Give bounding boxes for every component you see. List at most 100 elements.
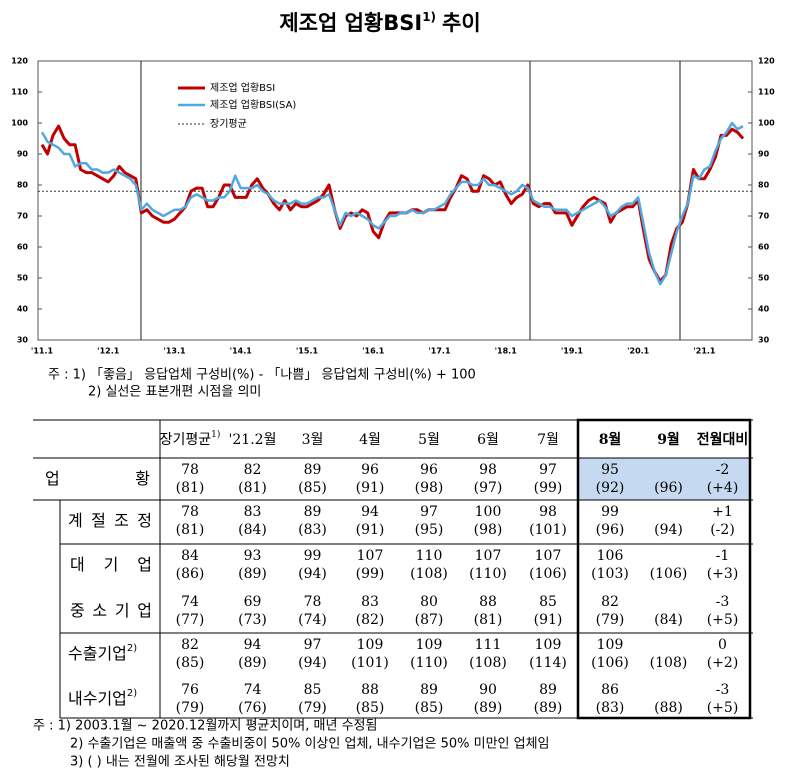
table-cell: 74 <box>181 594 199 610</box>
y-tick-label: 90 <box>17 150 29 159</box>
row-label-note: 2) <box>127 688 137 699</box>
table-cell: -3 <box>716 682 730 698</box>
table-cell: 111 <box>475 637 502 653</box>
focus-box <box>576 418 752 720</box>
table-cell: 97 <box>420 504 438 520</box>
row-label: 계절조정 <box>68 511 152 530</box>
y2-tick-label: 30 <box>758 336 770 345</box>
row-label-text: 업황 <box>45 469 150 488</box>
table-cell: 82 <box>181 637 199 653</box>
plot-frame <box>37 60 753 341</box>
table-cell: 88 <box>361 682 379 698</box>
column-header-text: 9월 <box>657 431 680 448</box>
table-cell: -3 <box>716 594 730 610</box>
highlight <box>695 458 750 500</box>
row-label: 업황 <box>45 469 150 488</box>
highlight <box>578 458 695 500</box>
y2-tick-label: 40 <box>758 305 770 314</box>
table-cell: 94 <box>361 504 379 520</box>
table-cell: (108) <box>469 655 507 671</box>
x-tick-label: '12.1 <box>97 347 120 356</box>
table-cell: 94 <box>244 637 262 653</box>
column-header: 5월 <box>418 432 440 448</box>
table-cell: 74 <box>244 682 262 698</box>
table-cell: 85 <box>304 682 322 698</box>
table-cell: (92) <box>596 480 625 496</box>
table-cell: (98) <box>474 522 503 538</box>
table-cell: (86) <box>176 566 205 582</box>
y2-tick-label: 90 <box>758 150 770 159</box>
table-cell: (89) <box>534 700 563 716</box>
table-cell: (91) <box>356 522 385 538</box>
table-cell: 0 <box>718 637 727 653</box>
column-header: 7월 <box>537 432 559 448</box>
title-suffix: 추이 <box>442 11 481 35</box>
table-cell: 82 <box>601 594 619 610</box>
table-cell: 95 <box>601 462 619 478</box>
table-note: 3) ( ) 내는 전월에 조사된 해당월 전망치 <box>70 755 290 770</box>
x-tick-label: '11.1 <box>31 347 54 356</box>
table-cell: (79) <box>176 700 205 716</box>
table-cell: (94) <box>298 655 327 671</box>
title-text: 제조업 업황BSI <box>279 11 422 35</box>
column-header: 8월 <box>599 431 622 448</box>
y-tick-label: 50 <box>17 274 29 283</box>
table-cell: 85 <box>539 594 557 610</box>
row-label-text: 중소기업 <box>70 601 152 620</box>
series-line <box>40 121 744 286</box>
column-header-text: 8월 <box>599 431 622 448</box>
table-cell: (73) <box>238 612 267 628</box>
table-cell: (96) <box>596 522 625 538</box>
table-cell: (101) <box>351 655 389 671</box>
table-cell: +1 <box>712 504 733 520</box>
table-cell: 89 <box>420 682 438 698</box>
table-cell: 107 <box>475 548 502 564</box>
legend-label: 장기평균 <box>210 118 247 130</box>
table-cell: (97) <box>474 480 503 496</box>
table-cell: 82 <box>244 462 262 478</box>
table-cell: 78 <box>181 462 199 478</box>
table-cell: 89 <box>304 504 322 520</box>
table-cell: (89) <box>474 700 503 716</box>
x-tick-label: '17.1 <box>428 347 451 356</box>
table-cell: 109 <box>597 637 624 653</box>
table-cell: (+4) <box>707 480 739 496</box>
row-label-text: 대기업 <box>70 555 152 574</box>
table-cell: 84 <box>181 548 199 564</box>
table-cell: (106) <box>650 566 688 582</box>
table-cell: 99 <box>304 548 322 564</box>
table-cell: (88) <box>654 700 683 716</box>
chart-note: 주 : 1) 「좋음」 응답업체 구성비(%) - 「나쁨」 응답업체 구성비(… <box>48 368 476 383</box>
x-tick-label: '18.1 <box>495 347 518 356</box>
x-tick-label: '16.1 <box>362 347 385 356</box>
table-cell: -2 <box>716 462 730 478</box>
table-cell: 100 <box>475 504 502 520</box>
y-tick-label: 40 <box>17 305 29 314</box>
row-label: 내수기업2) <box>68 688 137 708</box>
table-cell: (98) <box>415 480 444 496</box>
table-cell: (83) <box>596 700 625 716</box>
table-cell: 109 <box>357 637 384 653</box>
table-cell: (99) <box>534 480 563 496</box>
table-cell: (91) <box>356 480 385 496</box>
table-cell: 96 <box>361 462 379 478</box>
table-cell: (89) <box>238 566 267 582</box>
x-tick-label: '21.1 <box>693 347 716 356</box>
row-label-text: 수출기업 <box>68 644 127 663</box>
column-header: 장기평균1) <box>160 429 221 449</box>
row-label-text: 내수기업 <box>68 689 127 708</box>
table-cell: (99) <box>356 566 385 582</box>
table-cell: (76) <box>238 700 267 716</box>
table-cell: (-2) <box>710 522 735 538</box>
table-cell: 99 <box>601 504 619 520</box>
column-header-text: 전월대비 <box>697 431 749 448</box>
table-cell: (85) <box>298 480 327 496</box>
table-cell: (91) <box>534 612 563 628</box>
column-header-text: 5월 <box>418 432 440 448</box>
column-header: 9월 <box>657 431 680 448</box>
table-cell: (81) <box>176 480 205 496</box>
y-tick-label: 100 <box>11 119 28 128</box>
table-cell: (77) <box>176 612 205 628</box>
table-cell: 98 <box>539 504 557 520</box>
table-cell: 88 <box>479 594 497 610</box>
